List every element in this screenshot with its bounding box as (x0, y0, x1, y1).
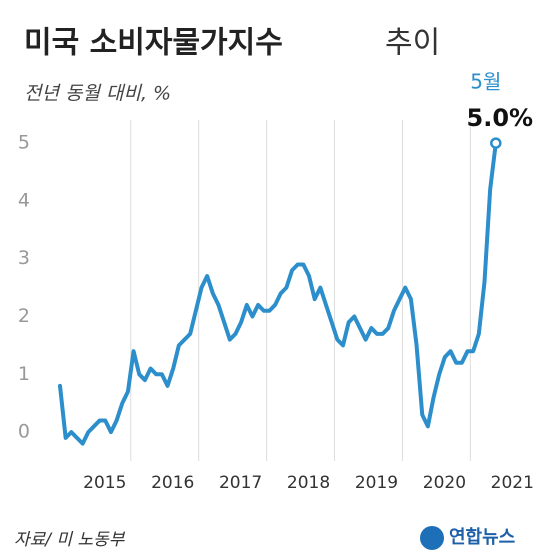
x-tick-label: 2015 (83, 473, 126, 493)
logo-icon (420, 526, 444, 550)
y-tick-label: 2 (18, 305, 30, 327)
x-tick-label: 2019 (355, 473, 398, 493)
y-tick-label: 0 (18, 421, 30, 443)
chart-title-suffix: 추이 (385, 26, 440, 61)
x-tick-label: 2021 (491, 473, 534, 493)
x-tick-label: 2017 (219, 473, 262, 493)
source: 자료/ 미 노동부 (14, 530, 126, 550)
y-tick-label: 1 (18, 363, 30, 385)
y-tick-label: 5 (18, 132, 30, 154)
x-tick-label: 2018 (287, 473, 330, 493)
chart-title: 미국 소비자물가지수 (24, 26, 283, 61)
x-tick-label: 2016 (151, 473, 194, 493)
logo: 연합뉴스 (449, 526, 515, 548)
subtitle: 전년 동월 대비, % (24, 83, 171, 105)
annotation-label: 5월 (470, 70, 501, 94)
y-tick-label: 3 (18, 247, 30, 269)
annotation-value: 5.0% (467, 104, 534, 132)
line (58, 141, 498, 446)
x-tick-label: 2020 (423, 473, 466, 493)
end-point (490, 137, 502, 149)
y-tick-label: 4 (18, 189, 30, 211)
